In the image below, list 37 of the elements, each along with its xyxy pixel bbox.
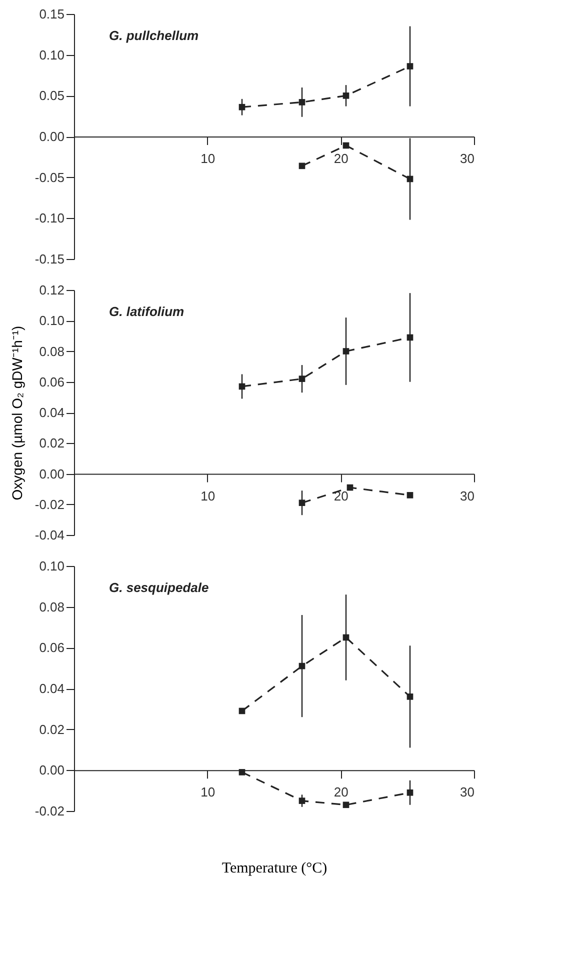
y-tick-label: 0.04 <box>39 681 64 696</box>
y-tick-label: -0.15 <box>34 252 64 266</box>
x-tick-label: 10 <box>200 151 216 166</box>
y-tick-label: -0.04 <box>34 528 64 542</box>
annotation: G. pullchellum <box>109 28 200 43</box>
y-tick-label: 0.02 <box>39 722 64 737</box>
x-tick-label: 30 <box>460 488 474 504</box>
y-tick-label: 0.06 <box>39 374 64 390</box>
x-tick-label: 10 <box>200 784 216 800</box>
y-tick-label: 0.10 <box>39 558 64 574</box>
y-tick-label: 0.00 <box>39 762 64 778</box>
y-tick-label: 0.08 <box>39 599 64 614</box>
y-tick-label: -0.05 <box>34 170 64 185</box>
y-tick-label: 0.00 <box>39 466 64 482</box>
y-tick-label: 0.02 <box>39 436 64 451</box>
y-tick-label: -0.10 <box>34 210 64 226</box>
y-tick-label: -0.02 <box>34 496 64 512</box>
y-tick-label: 0.08 <box>39 344 64 359</box>
y-tick-label: 0.10 <box>39 313 64 328</box>
y-tick-label: 0.12 <box>39 282 64 298</box>
x-tick-label: 20 <box>334 784 348 800</box>
y-tick-label: 0.05 <box>39 88 64 104</box>
y-tick-label: 0.06 <box>39 640 64 656</box>
x-tick-label: 30 <box>460 784 474 800</box>
y-tick-label: 0.00 <box>39 129 64 144</box>
x-tick-label: 30 <box>460 151 474 166</box>
annotation: G. sesquipedale <box>109 580 209 595</box>
y-tick-label: 0.15 <box>39 6 64 22</box>
x-axis-title: Temperature (°C) <box>222 860 328 876</box>
y-tick-label: 0.10 <box>39 47 64 62</box>
x-tick-label: 10 <box>200 488 216 504</box>
y-tick-label: 0.04 <box>39 405 64 420</box>
x-tick-label: 20 <box>334 488 348 504</box>
y-tick-label: -0.02 <box>34 804 64 818</box>
y-axis-title: Oxygen (µmol O₂ gDW⁻¹h⁻¹) <box>8 326 25 500</box>
annotation: G. latifolium <box>109 304 185 319</box>
x-tick-label: 20 <box>334 151 348 166</box>
